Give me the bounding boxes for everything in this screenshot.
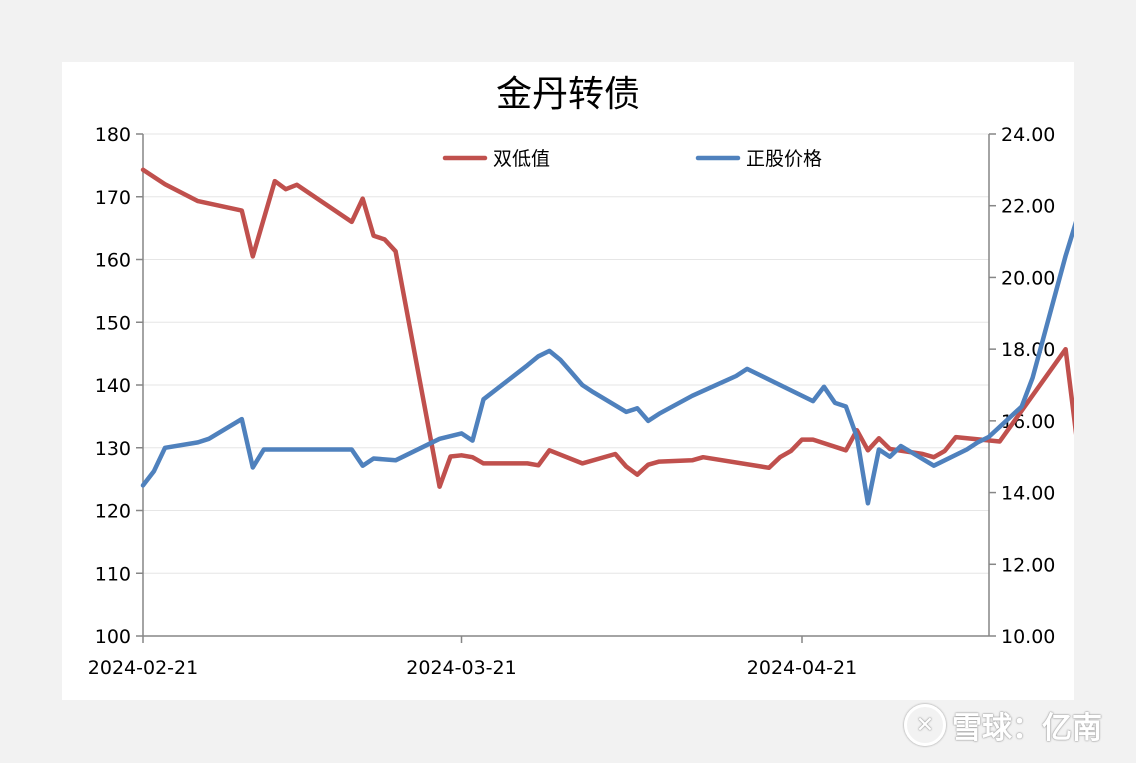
y-right-tick-label: 16.00 (1001, 411, 1055, 433)
y-right-tick-label: 24.00 (1001, 124, 1055, 146)
legend-label: 正股价格 (746, 148, 822, 170)
y-left-tick-label: 120 (95, 501, 131, 523)
y-right-tick-label: 20.00 (1001, 267, 1055, 289)
legend: 双低值 正股价格 (442, 148, 822, 170)
y-left-tick-label: 100 (95, 626, 131, 648)
snowball-logo-icon: ✕ (904, 704, 946, 746)
y-right-tick-label: 18.00 (1001, 339, 1055, 361)
y-left-tick-label: 150 (95, 312, 131, 334)
chart-title: 金丹转债 (496, 74, 640, 115)
watermark: ✕ 雪球：亿南 (904, 703, 1102, 747)
axes (136, 133, 996, 643)
y-right-tick-label: 22.00 (1001, 196, 1055, 218)
y-right-tick-label: 10.00 (1001, 626, 1055, 648)
x-tick-label: 2024-02-21 (88, 657, 198, 679)
legend-label: 双低值 (493, 148, 550, 170)
watermark-text: 雪球：亿南 (952, 711, 1102, 746)
tick-labels: 100 110 120 130 140 150 160 170 180 10.00 12.00 14.… (88, 124, 1056, 679)
y-left-tick-label: 130 (95, 438, 131, 460)
x-tick-label: 2024-03-21 (406, 657, 516, 679)
y-right-tick-label: 14.00 (1001, 483, 1055, 505)
chart-panel: 金丹转债 100 110 120 130 140 150 160 170 180 10.00 12.… (62, 62, 1074, 700)
y-left-tick-label: 110 (95, 563, 131, 585)
x-tick-label: 2024-04-21 (747, 657, 857, 679)
series-line-double-low (140, 167, 1074, 489)
series-line-stock-price (140, 220, 1074, 506)
y-left-tick-label: 170 (95, 187, 131, 209)
y-left-tick-label: 160 (95, 250, 131, 272)
y-right-tick-label: 12.00 (1001, 554, 1055, 576)
line-chart: 金丹转债 100 110 120 130 140 150 160 170 180 10.00 12.… (88, 74, 1074, 679)
series-lines (140, 167, 1074, 506)
y-left-tick-label: 140 (95, 375, 131, 397)
y-left-tick-label: 180 (95, 124, 131, 146)
